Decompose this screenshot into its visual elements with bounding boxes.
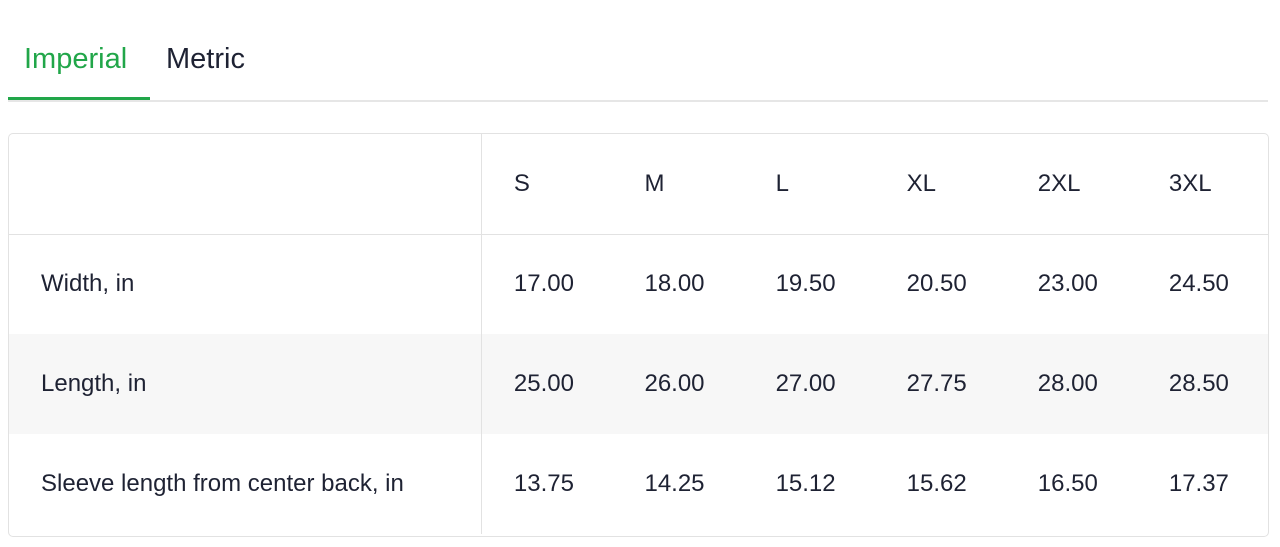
row-label: Width, in: [9, 234, 482, 334]
table-row-sleeve-length: Sleeve length from center back, in 13.75…: [9, 434, 1268, 534]
cell: 25.00: [513, 370, 574, 397]
active-tab-indicator: [8, 97, 150, 100]
cell: 16.50: [1037, 470, 1098, 497]
header-size-3xl: 3XL: [1168, 169, 1212, 197]
header-corner: [9, 134, 482, 234]
cell: 24.50: [1168, 270, 1229, 298]
cell: 18.00: [644, 270, 705, 298]
table-header-row: S M L XL 2XL 3XL: [9, 134, 1268, 234]
table-row-length: Length, in 25.00 26.00 27.00 27.75 28.00…: [9, 334, 1268, 434]
header-size-s: S: [513, 169, 530, 197]
cell: 13.75: [513, 470, 574, 497]
unit-tabs: Imperial Metric: [8, 0, 1268, 102]
cell: 15.62: [906, 470, 967, 497]
cell: 14.25: [644, 470, 705, 497]
cell: 23.00: [1037, 270, 1098, 298]
row-label: Sleeve length from center back, in: [9, 434, 482, 534]
cell: 28.00: [1037, 370, 1098, 397]
cell: 26.00: [644, 370, 705, 397]
cell: 27.75: [906, 370, 967, 397]
cell: 17.37: [1168, 470, 1229, 497]
tab-imperial[interactable]: Imperial: [24, 43, 128, 75]
row-label: Length, in: [9, 334, 482, 434]
size-chart-table: S M L XL 2XL 3XL Width, in 17.00 18.00 1…: [8, 133, 1269, 537]
cell: 19.50: [775, 270, 836, 298]
cell: 17.00: [513, 270, 574, 298]
tab-metric[interactable]: Metric: [166, 43, 245, 75]
header-size-2xl: 2XL: [1037, 169, 1081, 197]
header-size-m: M: [644, 169, 665, 197]
table-row-width: Width, in 17.00 18.00 19.50 20.50 23.00 …: [9, 234, 1268, 334]
cell: 27.00: [775, 370, 836, 397]
header-size-l: L: [775, 169, 789, 197]
cell: 28.50: [1168, 370, 1229, 397]
header-size-xl: XL: [906, 169, 937, 197]
cell: 20.50: [906, 270, 967, 298]
cell: 15.12: [775, 470, 836, 497]
